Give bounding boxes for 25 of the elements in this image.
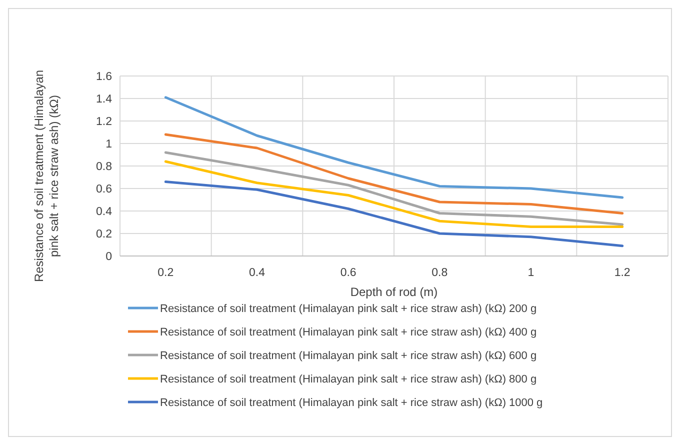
- x-tick-label: 1: [528, 267, 534, 279]
- y-tick-label: 1.4: [96, 94, 113, 106]
- line-series: [164, 133, 624, 214]
- y-tick-label: 1.2: [96, 116, 112, 128]
- y-tick-label: 0.6: [96, 184, 112, 196]
- y-tick-label: 0: [106, 251, 112, 264]
- x-tick-label: 1.2: [614, 267, 630, 279]
- y-tick-label: 1: [106, 138, 112, 151]
- line-series: [164, 180, 624, 248]
- legend-label: Resistance of soil treatment (Himalayan pink salt + rice straw ash) (kΩ) 400 g: [160, 326, 537, 338]
- x-tick-label: 0.8: [432, 267, 448, 279]
- legend-label: Resistance of soil treatment (Himalayan pink salt + rice straw ash) (kΩ) 200 g: [160, 302, 537, 315]
- x-tick-label: 0.4: [249, 267, 266, 279]
- y-tick-label: 1.6: [96, 71, 112, 84]
- y-tick-label: 0.2: [96, 228, 112, 241]
- y-tick-label: 0.4: [96, 206, 113, 218]
- legend-label: Resistance of soil treatment (Himalayan pink salt + rice straw ash) (kΩ) 600 g: [160, 350, 537, 362]
- x-tick-label: 0.2: [158, 267, 174, 279]
- line-series: [164, 96, 624, 199]
- x-tick-label: 0.6: [340, 267, 356, 279]
- legend-label: Resistance of soil treatment (Himalayan pink salt + rice straw ash) (kΩ) 800 g: [160, 373, 537, 386]
- y-axis-title: Resistance of soil treatment (Himalayan pink salt + rice straw ash) (kΩ): [32, 68, 62, 284]
- legend-label: Resistance of soil treatment (Himalayan pink salt + rice straw ash) (kΩ) 1000 g: [160, 396, 543, 409]
- y-tick-label: 0.8: [96, 161, 112, 174]
- x-axis-title: Depth of rod (m): [350, 285, 438, 299]
